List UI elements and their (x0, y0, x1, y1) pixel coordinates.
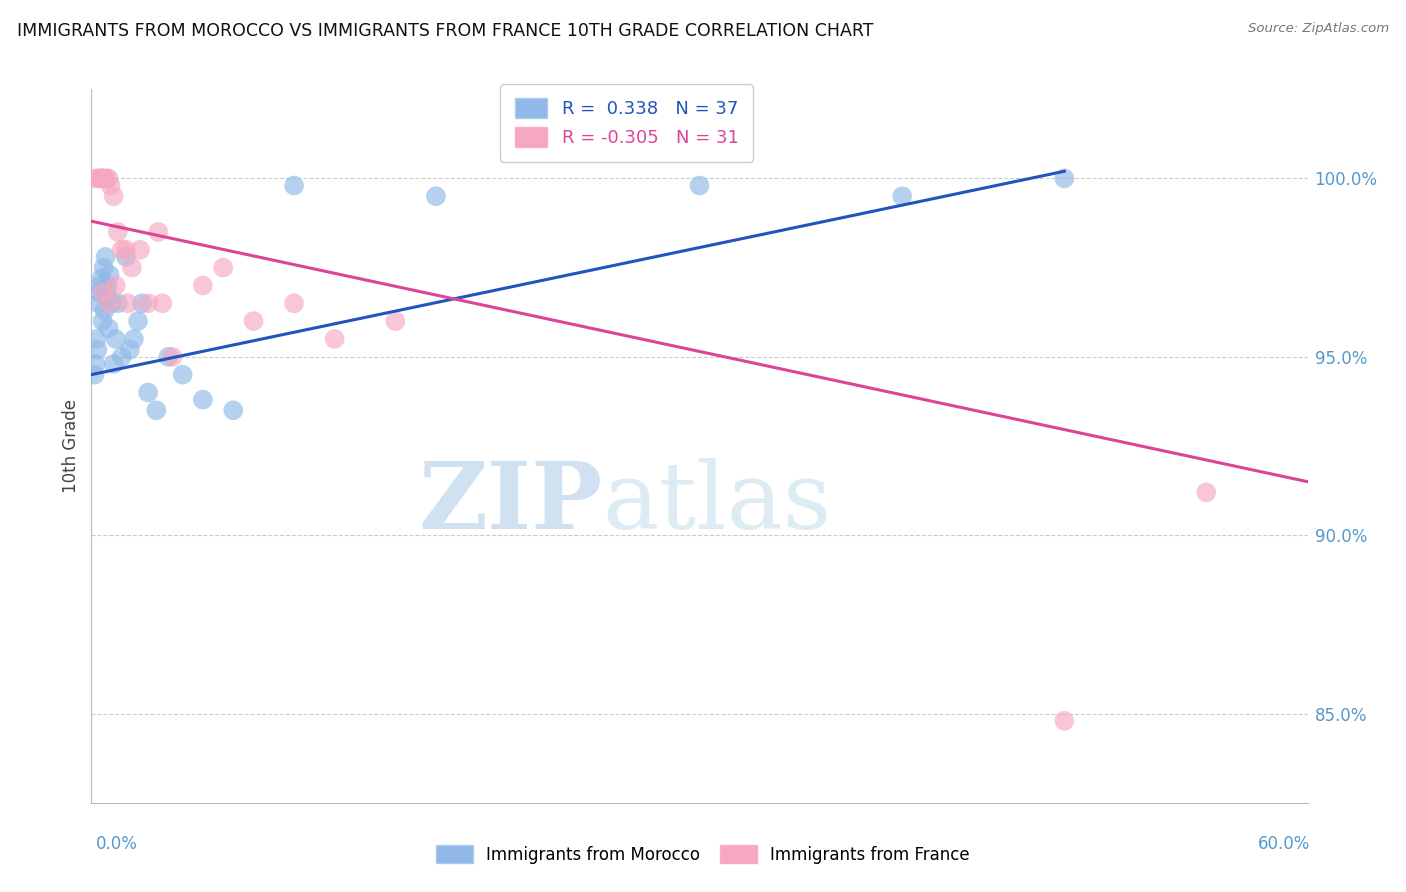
Point (90, 171, 112, 186)
Point (1195, 485, 1218, 500)
Point (162, 350, 184, 364)
Point (118, 343, 141, 357)
Point (384, 314, 406, 328)
Point (93, 303, 115, 318)
Point (222, 403, 245, 417)
Point (107, 296, 129, 310)
Point (157, 350, 180, 364)
Point (1053, 714, 1076, 728)
Point (122, 332, 145, 346)
Point (117, 296, 139, 310)
Point (93, 285, 115, 300)
Point (129, 243, 152, 257)
Point (93, 260, 115, 275)
Point (891, 189, 914, 203)
Legend: R =  0.338   N = 37, R = -0.305   N = 31: R = 0.338 N = 37, R = -0.305 N = 31 (501, 84, 752, 161)
Point (688, 178, 710, 193)
Point (131, 296, 153, 310)
Point (100, 178, 122, 193)
Point (1053, 171, 1076, 186)
Point (87, 171, 110, 186)
Point (145, 403, 167, 417)
Text: 60.0%: 60.0% (1258, 835, 1310, 853)
Point (93, 171, 115, 186)
Text: 0.0%: 0.0% (96, 835, 138, 853)
Point (83, 368, 105, 382)
Point (115, 250, 138, 264)
Point (121, 260, 143, 275)
Text: IMMIGRANTS FROM MOROCCO VS IMMIGRANTS FROM FRANCE 10TH GRADE CORRELATION CHART: IMMIGRANTS FROM MOROCCO VS IMMIGRANTS FR… (17, 22, 873, 40)
Point (104, 278, 127, 293)
Point (191, 392, 214, 407)
Point (86, 343, 108, 357)
Point (107, 225, 129, 239)
Y-axis label: 10th Grade: 10th Grade (62, 399, 80, 493)
Point (111, 350, 134, 364)
Point (148, 225, 170, 239)
Point (94, 250, 117, 264)
Point (104, 332, 127, 346)
Point (97, 171, 120, 186)
Point (91, 171, 114, 186)
Point (84, 357, 107, 371)
Point (84, 171, 107, 186)
Point (103, 357, 125, 371)
Point (212, 260, 235, 275)
Point (127, 314, 149, 328)
Text: Source: ZipAtlas.com: Source: ZipAtlas.com (1249, 22, 1389, 36)
Point (86, 332, 108, 346)
Point (90, 271, 112, 285)
Point (96, 171, 118, 186)
Point (97, 321, 120, 335)
Point (111, 243, 134, 257)
Point (103, 189, 125, 203)
Point (242, 314, 264, 328)
Point (425, 189, 447, 203)
Legend: Immigrants from Morocco, Immigrants from France: Immigrants from Morocco, Immigrants from… (429, 838, 977, 871)
Point (136, 296, 159, 310)
Point (98, 296, 121, 310)
Point (191, 278, 214, 293)
Text: atlas: atlas (602, 458, 831, 548)
Point (87, 296, 110, 310)
Point (323, 332, 346, 346)
Point (96, 285, 118, 300)
Point (89, 278, 111, 293)
Point (97, 278, 120, 293)
Point (89, 171, 111, 186)
Point (91, 314, 114, 328)
Point (115, 243, 138, 257)
Point (283, 178, 305, 193)
Point (283, 296, 305, 310)
Point (89, 285, 111, 300)
Point (98, 268, 121, 282)
Point (172, 368, 194, 382)
Point (150, 296, 173, 310)
Point (136, 385, 159, 400)
Point (100, 296, 122, 310)
Text: ZIP: ZIP (418, 458, 602, 548)
